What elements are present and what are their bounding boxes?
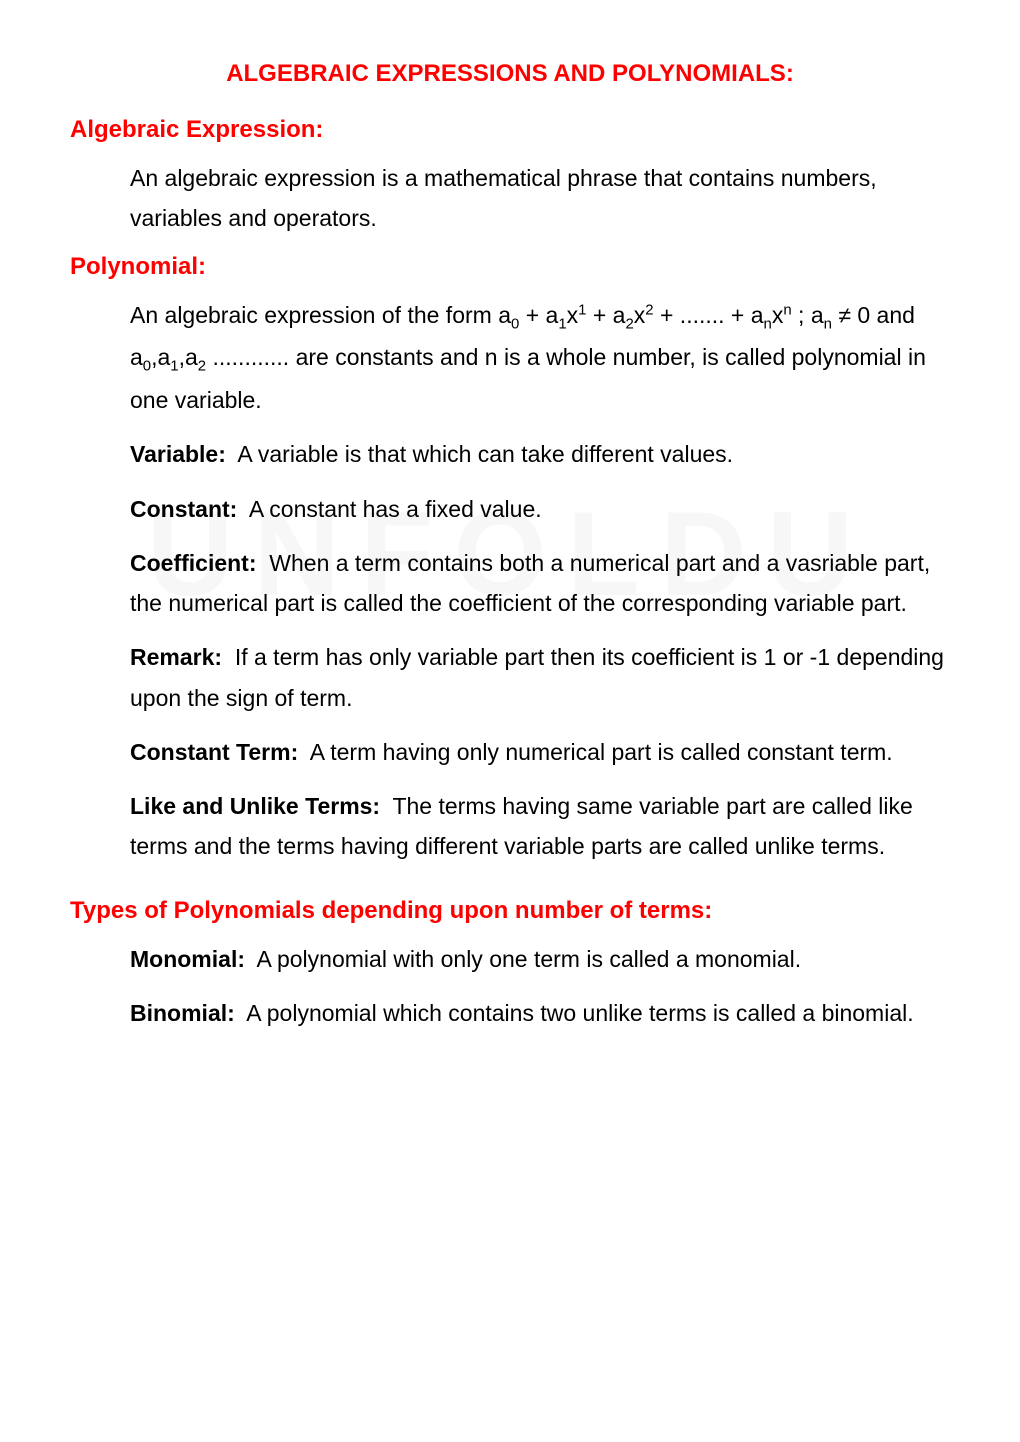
binomial-label: Binomial: [130,1000,235,1026]
remark-label: Remark: [130,644,222,670]
polynomial-intro-b: and [877,302,915,328]
binomial-text: A polynomial which contains two unlike t… [246,1000,913,1026]
remark-def: Remark: If a term has only variable part… [130,637,950,718]
constant-def: Constant: A constant has a fixed value. [130,489,950,529]
remark-text: If a term has only variable part then it… [130,644,944,710]
like-unlike-label: Like and Unlike Terms: [130,793,380,819]
heading-types-polynomials: Types of Polynomials depending upon numb… [70,897,950,925]
coefficient-def: Coefficient: When a term contains both a… [130,543,950,624]
monomial-text: A polynomial with only one term is calle… [257,946,802,972]
constant-label: Constant: [130,496,237,522]
monomial-label: Monomial: [130,946,245,972]
algebraic-expression-body: An algebraic expression is a mathematica… [130,158,950,239]
polynomial-formula: a0 + a1x1 + a2x2 + ....... + anxn ; an ≠… [498,302,870,328]
binomial-def: Binomial: A polynomial which contains tw… [130,993,950,1033]
polynomial-intro: An algebraic expression of the form a0 +… [130,295,950,421]
constant-term-def: Constant Term: A term having only numeri… [130,732,950,772]
constant-term-label: Constant Term: [130,739,298,765]
constant-text: A constant has a fixed value. [249,496,542,522]
variable-def: Variable: A variable is that which can t… [130,434,950,474]
heading-algebraic-expression: Algebraic Expression: [70,116,950,144]
page-title: ALGEBRAIC EXPRESSIONS AND POLYNOMIALS: [70,60,950,88]
polynomial-constants: a0,a1,a2 ............ [130,344,289,370]
heading-polynomial: Polynomial: [70,253,950,281]
polynomial-intro-a: An algebraic expression of the form [130,302,492,328]
variable-text: A variable is that which can take differ… [237,441,733,467]
coefficient-label: Coefficient: [130,550,257,576]
page-content: ALGEBRAIC EXPRESSIONS AND POLYNOMIALS: A… [70,60,950,1033]
variable-label: Variable: [130,441,226,467]
monomial-def: Monomial: A polynomial with only one ter… [130,939,950,979]
like-unlike-def: Like and Unlike Terms: The terms having … [130,786,950,867]
constant-term-text: A term having only numerical part is cal… [310,739,893,765]
